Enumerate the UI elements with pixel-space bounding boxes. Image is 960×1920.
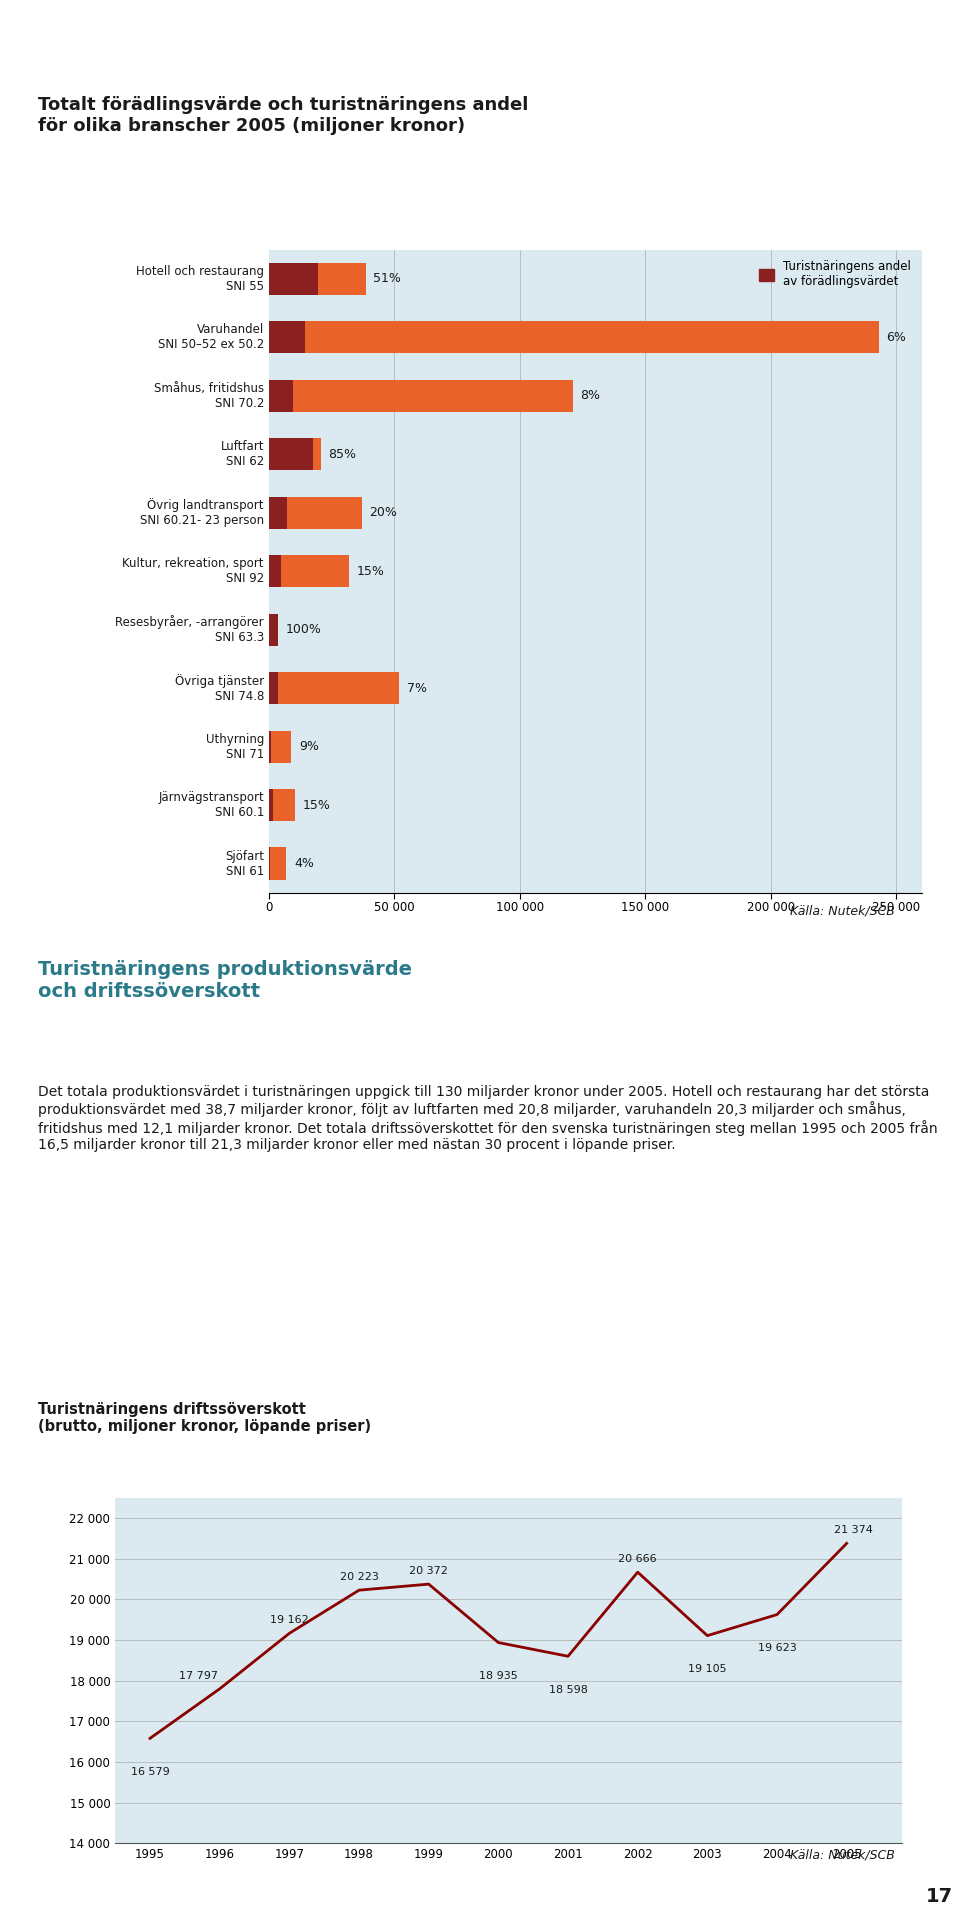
Text: Övrig landtransport
SNI 60.21- 23 person: Övrig landtransport SNI 60.21- 23 person (140, 499, 264, 528)
Bar (269, 263, 319, 296)
Text: 17 797: 17 797 (180, 1670, 218, 1680)
Bar (269, 497, 362, 528)
Bar (269, 438, 321, 470)
Text: Källa: Nutek/SCB: Källa: Nutek/SCB (790, 1849, 895, 1862)
Bar (269, 614, 278, 645)
Text: Hotell och restaurang
SNI 55: Hotell och restaurang SNI 55 (136, 265, 264, 294)
Bar (269, 789, 273, 822)
Bar (269, 555, 281, 588)
Bar (269, 321, 305, 353)
Text: 21 374: 21 374 (834, 1524, 873, 1536)
Text: Källa: Nutek/SCB: Källa: Nutek/SCB (790, 904, 895, 918)
Bar (269, 614, 278, 645)
Bar (269, 380, 572, 413)
Text: Småhus, fritidshus
SNI 70.2: Småhus, fritidshus SNI 70.2 (154, 382, 264, 409)
Text: 85%: 85% (328, 447, 356, 461)
Text: Resesbyråer, -arrangörer
SNI 63.3: Resesbyråer, -arrangörer SNI 63.3 (115, 614, 264, 643)
Text: Turistnäringens produktionsvärde
och driftssöverskott: Turistnäringens produktionsvärde och dri… (38, 960, 413, 1000)
Text: Uthyrning
SNI 71: Uthyrning SNI 71 (205, 733, 264, 760)
Bar (269, 730, 271, 762)
Text: 18 598: 18 598 (548, 1684, 588, 1695)
Text: Det totala produktionsvärdet i turistnäringen uppgick till 130 miljarder kronor : Det totala produktionsvärdet i turistnär… (38, 1085, 938, 1152)
Text: 9%: 9% (299, 739, 319, 753)
Text: 4%: 4% (294, 856, 314, 870)
Text: Varuhandel
SNI 50–52 ex 50.2: Varuhandel SNI 50–52 ex 50.2 (157, 323, 264, 351)
Bar (269, 321, 879, 353)
Text: 16 579: 16 579 (131, 1766, 169, 1776)
Bar (269, 847, 286, 879)
Text: 20 223: 20 223 (340, 1572, 378, 1582)
Bar (269, 789, 295, 822)
Text: Luftfart
SNI 62: Luftfart SNI 62 (221, 440, 264, 468)
Bar (269, 438, 313, 470)
Text: TURISTNÄRINGENS EKONOMI: TURISTNÄRINGENS EKONOMI (637, 35, 931, 52)
Bar (269, 263, 366, 296)
Text: 8%: 8% (580, 390, 600, 403)
Text: Turistnäringens driftssöverskott
(brutto, miljoner kronor, löpande priser): Turistnäringens driftssöverskott (brutto… (38, 1402, 372, 1434)
Text: 15%: 15% (357, 564, 385, 578)
Text: 20 372: 20 372 (409, 1567, 448, 1576)
Text: 20 666: 20 666 (618, 1553, 657, 1565)
Bar (269, 730, 292, 762)
Bar (269, 672, 399, 705)
Bar (269, 380, 293, 413)
Text: 19 105: 19 105 (688, 1665, 727, 1674)
Text: 51%: 51% (373, 273, 401, 286)
Text: 100%: 100% (286, 624, 322, 636)
Text: Totalt förädlingsvärde och turistnäringens andel
för olika branscher 2005 (miljo: Totalt förädlingsvärde och turistnäringe… (38, 96, 529, 134)
Text: 7%: 7% (407, 682, 427, 695)
Text: 19 162: 19 162 (270, 1615, 309, 1624)
Bar (269, 555, 349, 588)
Bar (269, 497, 287, 528)
Text: 15%: 15% (302, 799, 330, 812)
Text: Kultur, rekreation, sport
SNI 92: Kultur, rekreation, sport SNI 92 (123, 557, 264, 586)
Text: 19 623: 19 623 (757, 1644, 797, 1653)
Text: Sjöfart
SNI 61: Sjöfart SNI 61 (225, 849, 264, 877)
Legend: Turistnäringens andel
av förädlingsvärdet: Turistnäringens andel av förädlingsvärde… (755, 255, 916, 294)
Text: 6%: 6% (886, 330, 906, 344)
Text: 20%: 20% (370, 507, 397, 518)
Text: 17: 17 (925, 1887, 952, 1905)
Text: Järnvägstransport
SNI 60.1: Järnvägstransport SNI 60.1 (158, 791, 264, 820)
Text: 18 935: 18 935 (479, 1670, 517, 1682)
Text: Övriga tjänster
SNI 74.8: Övriga tjänster SNI 74.8 (175, 674, 264, 703)
Bar (269, 672, 278, 705)
